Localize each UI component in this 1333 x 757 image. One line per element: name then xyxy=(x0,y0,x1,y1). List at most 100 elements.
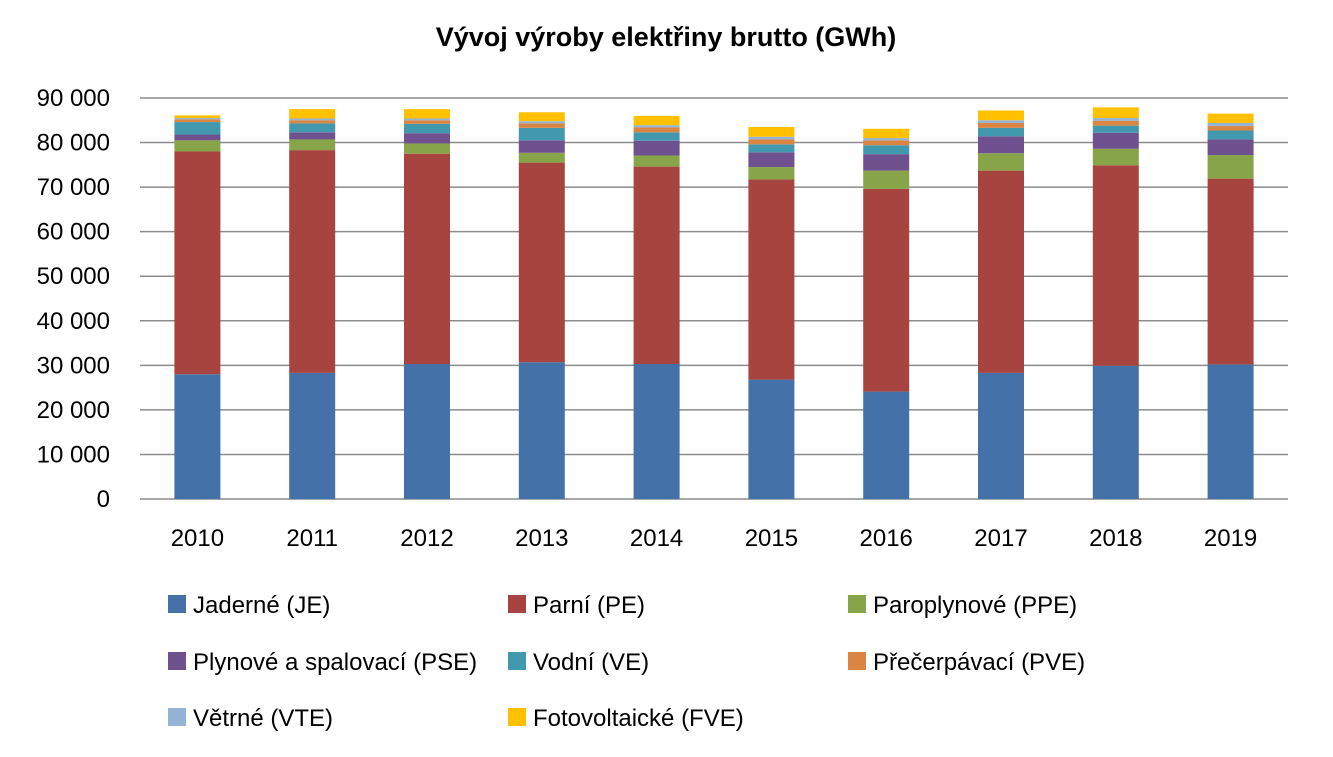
bar-segment xyxy=(174,374,221,499)
legend-item: Parní (PE) xyxy=(508,592,645,619)
bar-segment xyxy=(863,128,910,139)
bar-segment xyxy=(289,123,336,133)
bar-segment xyxy=(863,140,910,146)
bar-segment xyxy=(289,118,336,121)
bar-segment xyxy=(289,372,336,499)
y-tick-label: 40 000 xyxy=(37,308,110,335)
bar-segment xyxy=(633,140,680,156)
bar-segment xyxy=(1092,165,1139,366)
legend-swatch xyxy=(508,595,526,613)
legend-item: Přečerpávací (PVE) xyxy=(848,649,1085,676)
bar-segment xyxy=(174,134,221,141)
bar-segment xyxy=(978,122,1024,128)
bar-segment xyxy=(1092,125,1139,133)
x-tick-label: 2011 xyxy=(286,525,338,552)
bar-segment xyxy=(748,152,795,168)
bar-segment xyxy=(978,372,1024,499)
legend-label: Vodní (VE) xyxy=(533,649,649,676)
x-tick-label: 2018 xyxy=(1089,525,1142,552)
legend-label: Větrné (VTE) xyxy=(193,705,333,732)
x-tick-label: 2013 xyxy=(515,525,568,552)
bar-segment xyxy=(748,179,795,380)
bar-segment xyxy=(863,138,910,141)
bar-segment xyxy=(748,136,795,140)
bar-segment xyxy=(1207,113,1254,123)
x-tick-label: 2010 xyxy=(171,525,224,552)
bar-segment xyxy=(633,115,680,126)
bar-segment xyxy=(404,120,450,124)
bar-segment xyxy=(518,112,565,122)
bar-segment xyxy=(174,115,221,119)
bar-segment xyxy=(289,120,336,124)
bar-segment xyxy=(174,118,221,120)
y-tick-label: 0 xyxy=(97,486,110,513)
bar-segment xyxy=(633,132,680,141)
bar-segment xyxy=(1207,126,1254,131)
legend-item: Jaderné (JE) xyxy=(168,592,330,619)
bar-segment xyxy=(863,170,910,189)
legend-item: Fotovoltaické (FVE) xyxy=(508,705,744,732)
bar-segment xyxy=(1207,178,1254,365)
bar-segment xyxy=(748,139,795,145)
bar-segment xyxy=(289,109,336,119)
legend-label: Přečerpávací (PVE) xyxy=(873,649,1085,676)
legend-swatch xyxy=(508,652,526,670)
legend-label: Paroplynové (PPE) xyxy=(873,592,1077,619)
legend-swatch xyxy=(168,595,186,613)
bar-segment xyxy=(978,120,1024,123)
bar-segment xyxy=(404,118,450,121)
x-axis: 2010 2011 2012 2013 2014 2015 2016 2017 2018 2019 xyxy=(171,525,1258,552)
x-tick-label: 2016 xyxy=(860,525,913,552)
legend-swatch xyxy=(508,708,526,726)
bar-segment xyxy=(1092,118,1139,121)
bar-segment xyxy=(978,170,1024,373)
legend-label: Plynové a spalovací (PSE) xyxy=(193,649,477,676)
bar-segment xyxy=(863,188,910,392)
bar-segment xyxy=(633,127,680,133)
x-tick-label: 2012 xyxy=(400,525,453,552)
bar-segment xyxy=(174,151,221,375)
bar-segment xyxy=(1092,132,1139,149)
bar-segment xyxy=(174,119,221,123)
legend-label: Fotovoltaické (FVE) xyxy=(533,705,744,732)
bar-segment xyxy=(518,152,565,163)
bar-segment xyxy=(978,110,1024,121)
bar-segment xyxy=(518,123,565,128)
bar-segment xyxy=(978,127,1024,137)
legend-item: Paroplynové (PPE) xyxy=(848,592,1077,619)
y-tick-label: 90 000 xyxy=(37,85,110,112)
x-tick-label: 2017 xyxy=(974,525,1027,552)
bar-segment xyxy=(518,162,565,363)
bar-segment xyxy=(1207,139,1254,156)
bar-segment xyxy=(863,145,910,155)
legend-item: Větrné (VTE) xyxy=(168,705,333,732)
legend-swatch xyxy=(848,652,866,670)
bar-segment xyxy=(1092,365,1139,499)
bar-segment xyxy=(518,362,565,499)
bar-segment xyxy=(1207,122,1254,127)
bar-segment xyxy=(978,153,1024,171)
bar-segment xyxy=(748,144,795,153)
bar-segment xyxy=(1207,130,1254,140)
bar-segment xyxy=(633,125,680,128)
bar-segment xyxy=(404,109,450,119)
x-tick-label: 2015 xyxy=(745,525,798,552)
bar-segment xyxy=(1207,155,1254,179)
bar-segment xyxy=(748,379,795,499)
bar-segment xyxy=(748,167,795,180)
y-tick-label: 20 000 xyxy=(37,397,110,424)
x-tick-label: 2019 xyxy=(1204,525,1257,552)
bar-segment xyxy=(518,140,565,153)
y-tick-label: 30 000 xyxy=(37,352,110,379)
bar-segment xyxy=(1092,148,1139,166)
bar-segment xyxy=(289,139,336,151)
bar-segment xyxy=(289,132,336,140)
bar-segment xyxy=(633,166,680,364)
bar-segment xyxy=(1092,107,1139,119)
bar-segment xyxy=(404,133,450,144)
x-tick-label: 2014 xyxy=(630,525,683,552)
bar-segment xyxy=(863,391,910,499)
legend-swatch xyxy=(168,708,186,726)
legend-swatch xyxy=(168,652,186,670)
